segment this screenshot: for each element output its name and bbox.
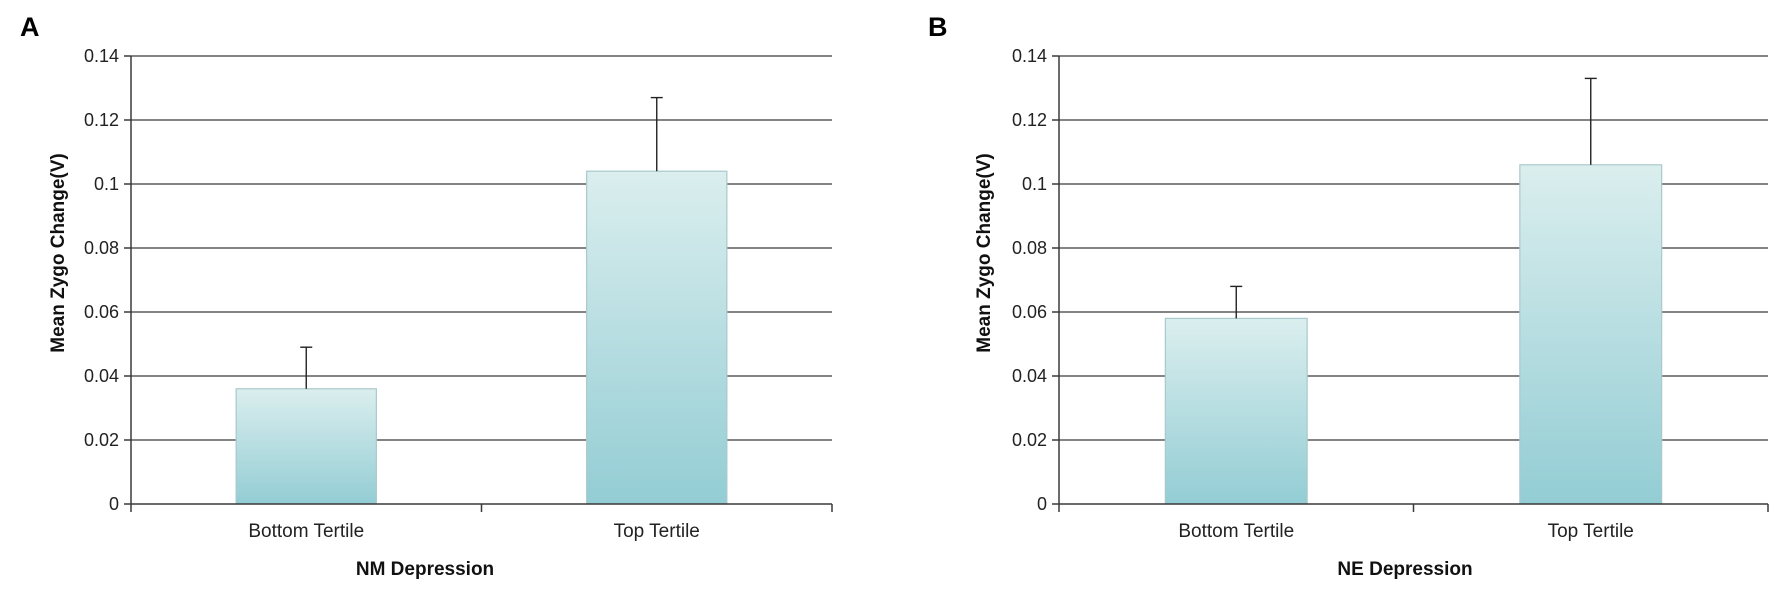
x-tick-label-b-1: Top Tertile [1548, 521, 1634, 542]
y-tick-label-a-5: 0.1 [94, 174, 119, 194]
y-axis-title-b: Mean Zygo Change(V) [974, 153, 995, 353]
y-tick-label-b-1: 0.02 [1012, 430, 1047, 450]
y-axis-title-a: Mean Zygo Change(V) [48, 153, 69, 353]
y-tick-label-b-6: 0.12 [1012, 110, 1047, 130]
x-tick-label-a-0: Bottom Tertile [248, 521, 364, 542]
y-tick-label-a-2: 0.04 [84, 366, 119, 386]
y-tick-label-a-4: 0.08 [84, 238, 119, 258]
bar-b-1 [1519, 164, 1663, 505]
chart-panel-b: B Mean Zygo Change(V) NE Depression 0 0.0… [928, 12, 1769, 580]
y-tick-label-a-6: 0.12 [84, 110, 119, 130]
y-tick-label-b-0: 0 [1037, 494, 1047, 514]
bar-a-1 [586, 170, 728, 505]
y-tick-label-a-7: 0.14 [84, 46, 119, 66]
x-axis-title-b: NE Depression [1337, 559, 1472, 580]
y-tick-label-a-1: 0.02 [84, 430, 119, 450]
y-tick-label-a-3: 0.06 [84, 302, 119, 322]
panel-letter-a: A [20, 12, 40, 42]
x-tick-label-a-1: Top Tertile [614, 521, 700, 542]
y-tick-label-b-2: 0.04 [1012, 366, 1047, 386]
y-tick-label-b-5: 0.1 [1022, 174, 1047, 194]
bar-a-0 [235, 388, 377, 505]
y-tick-label-a-0: 0 [109, 494, 119, 514]
chart-panel-a: A Mean Zygo Change(V) NM Depression 0 0.0… [20, 12, 833, 580]
y-tick-label-b-7: 0.14 [1012, 46, 1047, 66]
panel-letter-b: B [928, 12, 948, 42]
y-tick-label-b-4: 0.08 [1012, 238, 1047, 258]
y-tick-label-b-3: 0.06 [1012, 302, 1047, 322]
x-axis-title-a: NM Depression [356, 559, 494, 580]
bar-b-0 [1164, 317, 1308, 505]
x-tick-label-b-0: Bottom Tertile [1178, 521, 1294, 542]
